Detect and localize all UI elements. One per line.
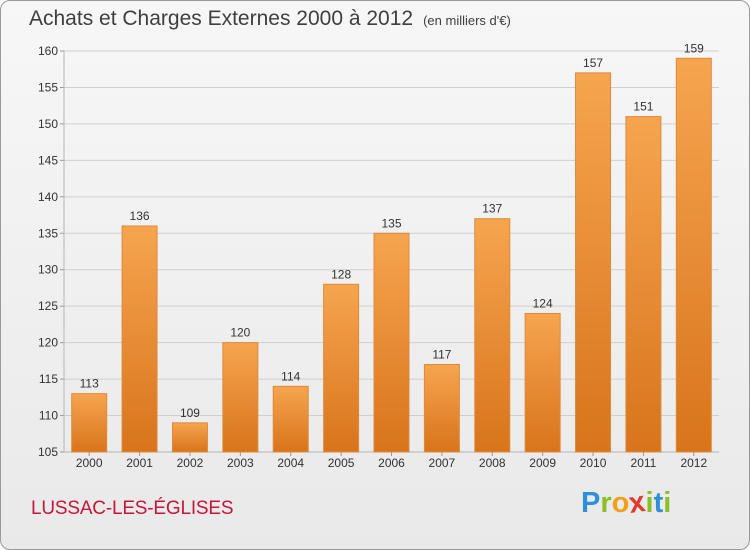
bar-2011: [625, 116, 662, 453]
chart-title: Achats et Charges Externes 2000 à 2012 (e…: [29, 7, 511, 31]
logo-letter: i: [663, 487, 672, 519]
x-tick-label: 2009: [529, 456, 556, 470]
bar-2001: [121, 225, 158, 453]
bar-2007: [423, 364, 460, 453]
x-tick-label: 2006: [378, 456, 405, 470]
x-tick-label: 2011: [631, 456, 657, 470]
bar-2009: [524, 312, 561, 453]
x-tick-label: 2012: [680, 456, 707, 470]
bar-value-label: 137: [482, 202, 502, 216]
bar-value-label: 124: [533, 296, 553, 310]
bar-value-label: 120: [230, 326, 250, 340]
bar-2008: [474, 218, 511, 453]
y-tick-label: 145: [38, 153, 58, 167]
bar-2003: [222, 342, 259, 453]
x-tick-label: 2008: [479, 456, 506, 470]
x-tick-label: 2003: [227, 456, 254, 470]
bar-value-label: 135: [381, 216, 401, 230]
bar-value-label: 159: [684, 41, 704, 55]
x-tick-label: 2001: [126, 456, 153, 470]
city-name: LUSSAC-LES-ÉGLISES: [31, 498, 234, 519]
logo-letter: P: [581, 487, 601, 519]
bar-2000: [71, 393, 108, 453]
y-tick-label: 120: [38, 336, 58, 350]
logo-letter: r: [600, 487, 612, 519]
y-tick-label: 140: [38, 190, 58, 204]
bar-value-label: 157: [583, 56, 603, 70]
bar-2004: [272, 385, 309, 453]
bar-2010: [575, 72, 612, 453]
bar-value-label: 117: [432, 348, 451, 362]
logo-letter: i: [645, 487, 654, 519]
y-tick-label: 105: [38, 445, 58, 459]
y-tick-label: 150: [38, 117, 58, 131]
y-tick-label: 160: [38, 44, 58, 58]
x-tick-label: 2002: [177, 456, 204, 470]
x-tick-label: 2005: [328, 456, 355, 470]
chart-unit: (en milliers d'€): [423, 13, 511, 28]
bar-2005: [323, 283, 360, 453]
x-tick-label: 2004: [277, 456, 304, 470]
bar-2012: [675, 57, 712, 453]
bar-value-label: 136: [130, 209, 150, 223]
chart-title-text: Achats et Charges Externes 2000 à 2012: [29, 7, 414, 30]
bar-value-label: 114: [281, 369, 300, 383]
logo-letter: o: [611, 487, 630, 519]
y-tick-label: 130: [38, 263, 58, 277]
x-tick-label: 2010: [580, 456, 607, 470]
y-tick-label: 110: [39, 409, 58, 423]
y-tick-label: 135: [38, 226, 58, 240]
bar-value-label: 151: [633, 100, 653, 114]
bar-value-label: 109: [180, 406, 200, 420]
y-tick-label: 115: [39, 372, 58, 386]
y-tick-label: 155: [38, 80, 58, 94]
x-tick-label: 2000: [76, 456, 103, 470]
logo-letter: t: [653, 487, 664, 519]
bar-2006: [373, 232, 410, 453]
bar-2002: [171, 422, 208, 453]
y-tick-label: 125: [38, 299, 58, 313]
x-tick-label: 2007: [429, 456, 456, 470]
bar-value-label: 128: [331, 267, 351, 281]
proxiti-logo: Proxiti: [581, 486, 672, 520]
bar-value-label: 113: [80, 377, 99, 391]
